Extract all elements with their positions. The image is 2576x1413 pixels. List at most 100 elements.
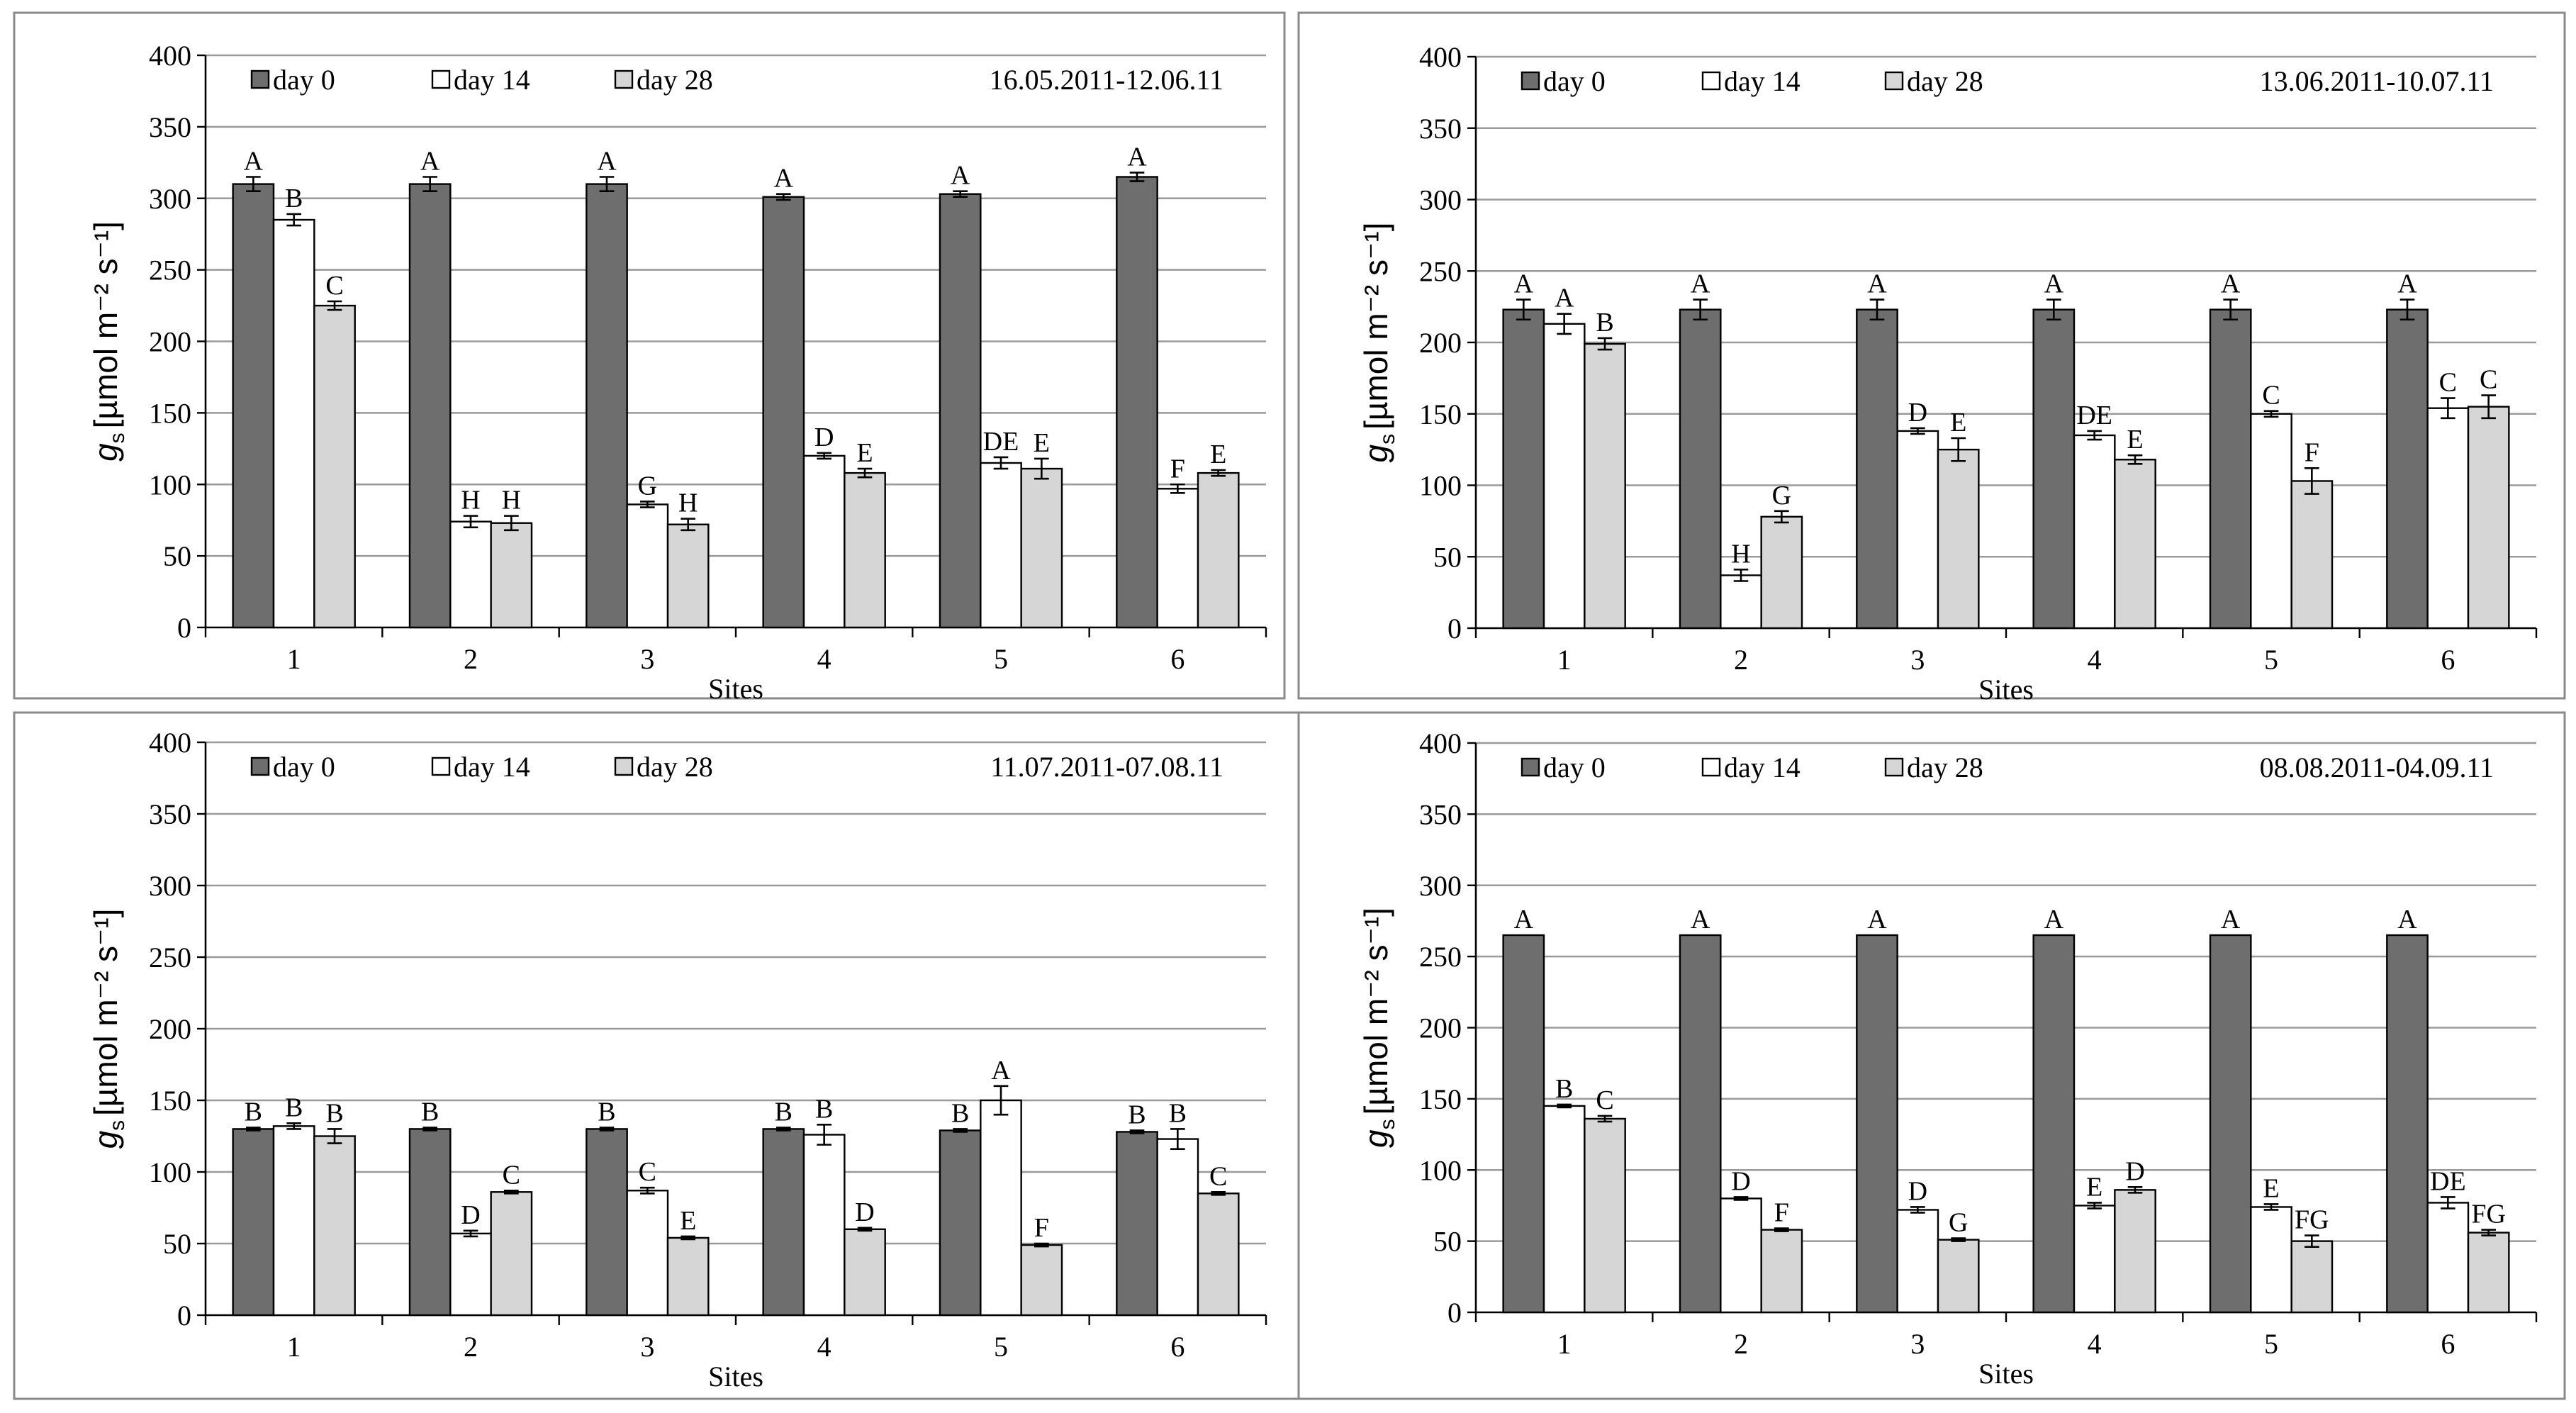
y-tick-label: 300 [149, 870, 191, 902]
significance-letter: C [2262, 381, 2280, 411]
significance-letter: C [1596, 1085, 1613, 1115]
significance-letter: H [502, 486, 521, 515]
legend-label-day0: day 0 [273, 64, 335, 96]
significance-letter: F [2305, 437, 2319, 467]
y-axis-subscript: s [1376, 1119, 1399, 1129]
x-tick-label: 5 [994, 1331, 1008, 1363]
y-tick-label: 300 [149, 183, 191, 215]
legend-label-day28: day 28 [637, 751, 713, 783]
bar-site1-day28 [313, 304, 356, 629]
period-label: 13.06.2011-10.07.11 [2260, 65, 2494, 97]
y-tick-label: 100 [1419, 1154, 1462, 1186]
y-axis-subscript: s [106, 432, 129, 443]
y-tick-label: 150 [1419, 1083, 1462, 1115]
bar-site1-day14 [1542, 1105, 1586, 1314]
error-bar [640, 501, 655, 508]
bar-site1-day14 [1542, 323, 1586, 630]
y-tick-label: 200 [1419, 1012, 1462, 1044]
legend-label-day14: day 14 [1724, 65, 1801, 97]
bar-site1-day0 [1502, 308, 1545, 630]
x-axis-title: Sites [1978, 674, 2034, 705]
significance-letter: E [1950, 408, 1966, 437]
y-axis-title: gs [µmol m⁻² s⁻¹] [87, 221, 129, 462]
significance-letter: E [1034, 428, 1050, 458]
x-tick-label: 4 [817, 643, 831, 675]
legend-swatch-day28 [1884, 71, 1904, 91]
significance-letter: B [421, 1097, 439, 1127]
error-bar [1597, 1115, 1613, 1123]
legend-swatch-day0 [250, 69, 270, 89]
y-axis-symbol: g [87, 443, 124, 462]
legend-label-day28: day 28 [1907, 65, 1983, 97]
significance-letter: A [1514, 905, 1534, 934]
error-bar [953, 1128, 968, 1133]
error-bar [1774, 1227, 1789, 1232]
error-bar [2127, 1186, 2143, 1194]
significance-letter: E [680, 1206, 696, 1236]
legend-swatch-day28 [614, 756, 634, 776]
x-axis-title: Sites [1978, 1358, 2034, 1390]
error-bar [286, 213, 301, 227]
bar-site3-day0 [1856, 308, 1898, 630]
x-tick-label: 2 [464, 643, 478, 675]
error-bar [2223, 298, 2238, 321]
bar-site4-day0 [762, 196, 805, 629]
significance-letter: B [951, 1098, 969, 1128]
x-tick-label: 3 [640, 643, 654, 675]
y-tick-label: 100 [149, 469, 191, 501]
significance-letter: C [1209, 1161, 1227, 1191]
y-tick-label: 400 [1419, 41, 1462, 73]
bar-site2-day0 [408, 183, 452, 629]
error-bar [953, 190, 968, 199]
y-tick-label: 400 [149, 40, 191, 72]
legend-label-day14: day 14 [454, 751, 530, 783]
y-tick-label: 200 [149, 326, 191, 358]
y-tick-label: 0 [1447, 613, 1462, 644]
period-label: 08.08.2011-04.09.11 [2260, 752, 2494, 783]
legend-swatch-day0 [1521, 757, 1540, 777]
significance-letter: A [2044, 905, 2064, 934]
significance-letter: B [1555, 1074, 1573, 1104]
bar-site5-day28 [1020, 1244, 1063, 1317]
y-tick-label: 300 [1419, 870, 1462, 902]
bar-site1-day0 [232, 1128, 275, 1317]
bar-site3-day28 [1937, 1239, 1980, 1314]
significance-letter: E [1210, 440, 1226, 469]
bar-site6-day0 [1116, 1131, 1158, 1317]
significance-letter: C [503, 1160, 520, 1190]
bar-site6-day28 [2467, 406, 2510, 630]
significance-letter: D [461, 1200, 480, 1230]
bar-site3-day28 [666, 1236, 710, 1317]
bar-site3-day0 [1856, 934, 1898, 1314]
error-bar [1170, 1128, 1185, 1150]
significance-letter: D [814, 423, 834, 452]
error-bar [1211, 1190, 1226, 1196]
error-bar [245, 1127, 261, 1132]
significance-letter: B [598, 1097, 615, 1127]
error-bar [1129, 172, 1145, 182]
significance-letter: B [815, 1094, 833, 1124]
significance-letter: G [1772, 481, 1791, 510]
significance-letter: A [420, 146, 440, 176]
bar-site5-day28 [1020, 467, 1063, 629]
y-axis-unit: [µmol m⁻² s⁻¹] [87, 909, 124, 1116]
bar-site2-day0 [1679, 308, 1722, 630]
bar-site4-day28 [844, 1228, 886, 1317]
significance-letter: DE [2076, 401, 2112, 430]
significance-letter: B [245, 1097, 262, 1127]
significance-letter: D [855, 1197, 874, 1227]
error-bar [2399, 298, 2415, 321]
significance-letter: C [325, 271, 343, 301]
y-tick-label: 0 [177, 612, 191, 644]
y-tick-label: 50 [163, 1228, 191, 1260]
x-tick-label: 4 [2088, 1328, 2102, 1360]
y-axis-subscript: s [106, 1120, 129, 1131]
significance-letter: A [1867, 905, 1887, 934]
error-bar [245, 176, 261, 192]
bar-site5-day0 [2209, 934, 2252, 1314]
bar-site2-day28 [490, 1191, 533, 1317]
bar-site6-day0 [2386, 308, 2429, 630]
bar-site6-day28 [1197, 471, 1240, 629]
